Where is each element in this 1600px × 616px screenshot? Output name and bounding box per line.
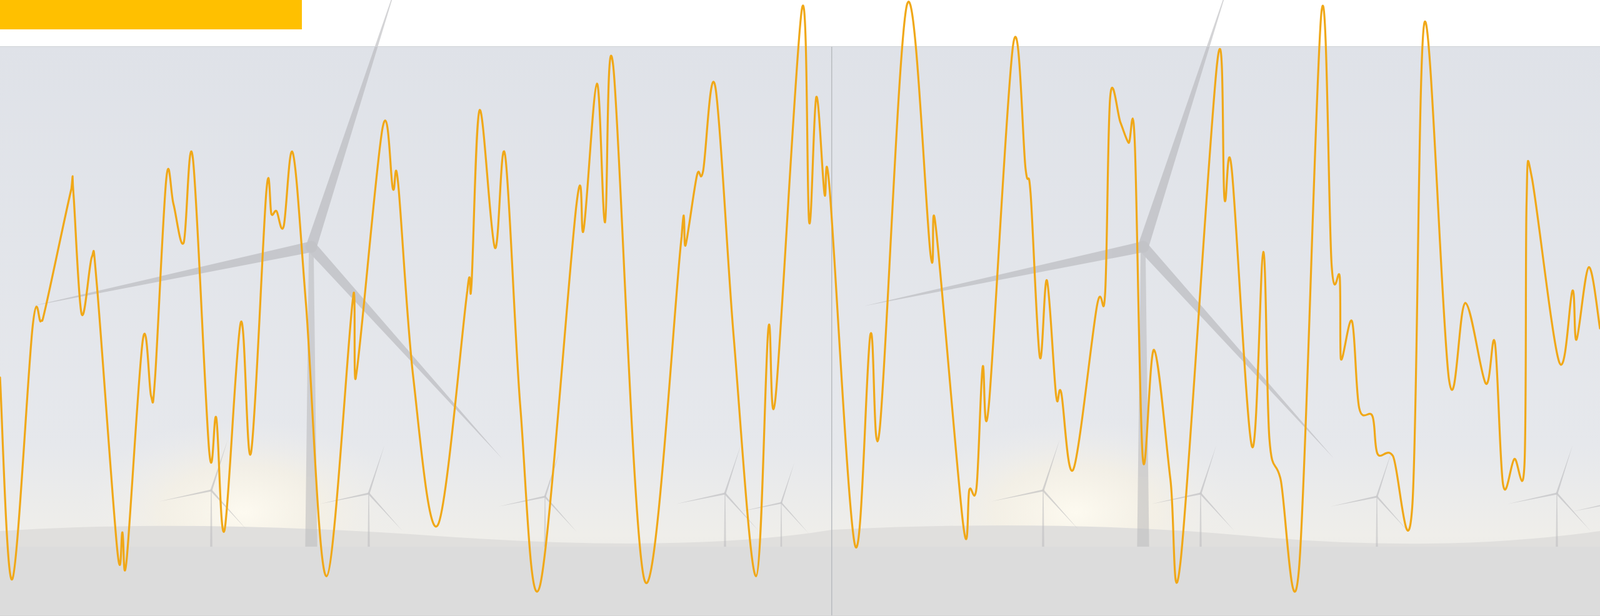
data-line [0,1,1600,593]
turbine-blade [368,493,403,532]
ground [0,545,1600,616]
turbine-tower [1375,496,1378,547]
turbine-hub [305,240,317,253]
turbine-tower [1041,490,1045,547]
turbine-blade [1507,493,1557,505]
turbine-blade [780,463,795,504]
turbine-tower [210,490,213,547]
turbine-blade [32,241,313,307]
turbine-blade [158,489,212,502]
turbine-blade [319,493,369,505]
turbine-tower [723,493,726,547]
turbine-hub [1136,240,1149,253]
turbine-blade [1572,502,1600,512]
turbine-blade [1200,445,1217,494]
turbine-hub [1375,495,1378,498]
wind-turbine [158,440,247,547]
turbine-blade [724,445,741,494]
wind-turbine [990,440,1079,547]
turbine-blade [990,489,1044,502]
turbine-tower [367,493,370,547]
wind-turbine [740,463,810,547]
turbine-blade [724,493,759,532]
turbine-hub [1199,492,1202,495]
turbine-blade [864,241,1145,307]
wind-turbine [1151,445,1235,547]
turbine-hub [367,492,370,495]
wind-turbine [1507,445,1591,547]
turbine-blade [498,496,546,507]
hills [0,525,1600,547]
chart [0,0,1600,616]
turbine-blade [1330,496,1378,507]
wind-turbine [864,0,1334,547]
wind-turbine [319,445,403,547]
turbine-blade [1138,0,1232,249]
wind-turbine [1330,451,1409,547]
page [0,0,1600,616]
wind-turbine [1572,463,1600,547]
panel-edge [0,46,1600,47]
turbine-blade [368,445,385,494]
turbine-blade [306,0,400,249]
wind-turbine [498,451,577,547]
turbine-blade [675,493,725,505]
turbine-hub [723,492,726,495]
turbine-blade [1556,493,1591,532]
turbine-blade [780,502,809,534]
divider [831,46,833,616]
turbine-tower [1199,493,1202,547]
turbine-tower [780,503,783,547]
turbine-tower [1555,493,1558,547]
turbine-hub [1555,492,1558,495]
turbine-blade [1556,445,1573,494]
wind-turbine [32,0,502,547]
turbine-hub [210,489,213,492]
turbine-hub [780,502,783,505]
turbine-hub [1041,489,1045,492]
turbine-blade [1376,451,1392,498]
accent-bar [0,0,302,30]
turbine-hub [543,495,546,498]
turbine-blade [1200,493,1235,532]
turbine-blade [1041,440,1060,492]
plot-area [0,1,1600,593]
turbine-blade [1151,493,1201,505]
x-axis-line [0,615,1600,616]
turbine-blade [1042,490,1079,531]
